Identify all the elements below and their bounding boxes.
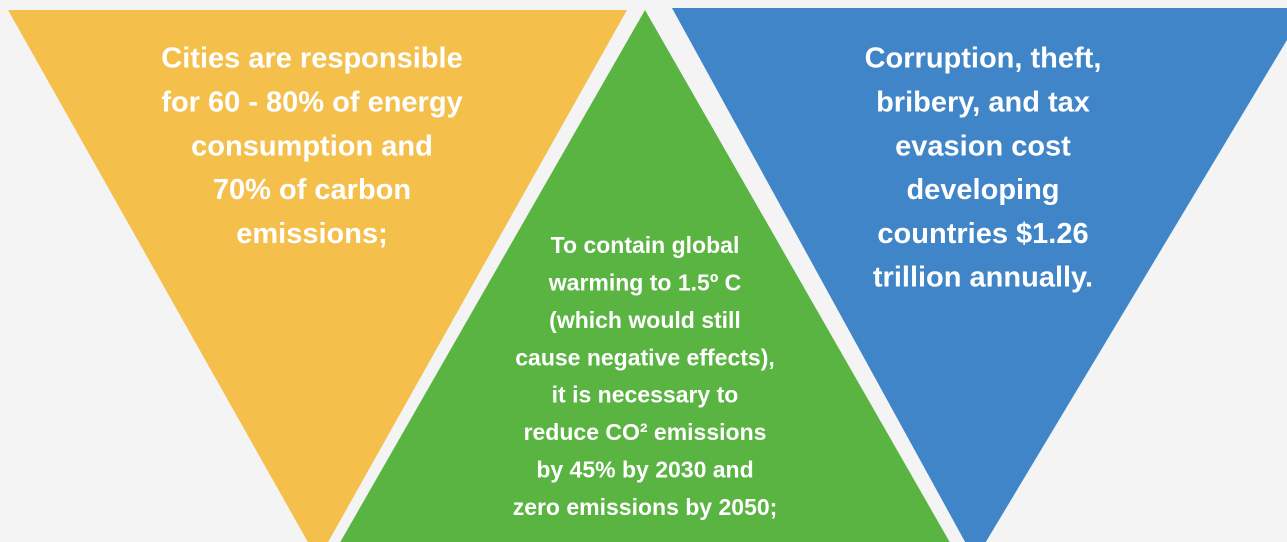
panel-text-line: warming to 1.5º C: [548, 269, 741, 295]
panel-text-line: trillion annually.: [873, 262, 1093, 294]
panel-text-line: Corruption, theft,: [865, 43, 1102, 75]
panel-text-line: countries $1.26: [877, 218, 1088, 250]
panel-text-line: developing: [906, 174, 1059, 206]
panel-text-line: for 60 - 80% of energy: [161, 86, 462, 118]
panel-text-line: reduce CO² emissions: [524, 419, 767, 445]
panel-text-line: Cities are responsible: [161, 43, 462, 75]
panel-text-line: it is necessary to: [552, 382, 739, 408]
panel-text-line: zero emissions by 2050;: [513, 494, 778, 520]
panel-text-line: bribery, and tax: [876, 86, 1090, 118]
panel-text-line: consumption and: [191, 130, 433, 162]
panel-text-line: cause negative effects),: [515, 344, 775, 370]
panel-text-line: To contain global: [551, 232, 740, 258]
panel-text-line: evasion cost: [895, 130, 1071, 162]
green-triangle: [340, 10, 950, 542]
panel-text-line: (which would still: [549, 307, 741, 333]
panel-text-line: emissions;: [236, 218, 388, 250]
panel-texts: Cities are responsible for 60 - 80% of en…: [161, 43, 1101, 520]
panel-text-line: by 45% by 2030 and: [536, 456, 753, 482]
blue-triangle: [672, 8, 1287, 542]
panel-text-line: 70% of carbon: [213, 174, 411, 206]
yellow-triangle: [8, 10, 627, 542]
